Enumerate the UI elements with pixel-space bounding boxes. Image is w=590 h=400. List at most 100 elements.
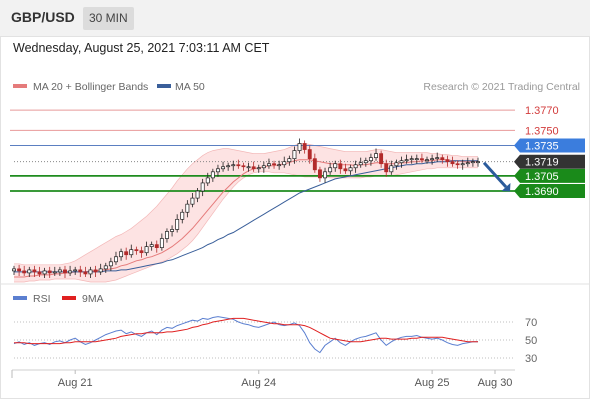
- support-label: 1.3690: [525, 186, 559, 198]
- candle: [358, 162, 363, 166]
- rsi-tick-label: 70: [525, 317, 537, 329]
- bollinger-upper-line: [14, 143, 478, 266]
- candle: [419, 158, 424, 161]
- support-label-tag: [514, 184, 585, 199]
- support-label-tag: [514, 168, 585, 183]
- candle: [353, 164, 358, 169]
- support-label: 1.3705: [525, 171, 559, 183]
- candle: [430, 158, 435, 161]
- current-label-tag: [514, 154, 585, 169]
- candle: [241, 165, 246, 168]
- x-tick-label: Aug 30: [478, 377, 513, 389]
- candle: [190, 197, 195, 205]
- candle: [333, 163, 338, 169]
- candle: [302, 143, 307, 150]
- rsi-ma-line: [14, 317, 478, 345]
- candle: [323, 171, 327, 179]
- candle: [312, 158, 317, 171]
- candle: [154, 244, 159, 248]
- candle: [425, 159, 429, 162]
- candle: [52, 271, 57, 274]
- candle: [297, 143, 302, 151]
- candle: [22, 270, 27, 274]
- rsi-legend-swatch: [13, 296, 27, 300]
- candle: [63, 269, 67, 274]
- ma20-legend-label: MA 20 + Bollinger Bands: [33, 81, 148, 93]
- candle: [317, 169, 322, 179]
- candle: [261, 165, 266, 169]
- instrument-title: GBP/USD: [11, 9, 75, 25]
- candle: [476, 161, 480, 164]
- pivot-label-tag: [514, 138, 585, 153]
- research-credit: Research © 2021 Trading Central: [423, 81, 580, 93]
- candle: [139, 250, 144, 254]
- rsi-legend-label: RSI: [33, 293, 51, 305]
- resistance-label: 1.3750: [525, 125, 559, 137]
- candle: [389, 165, 394, 173]
- rsi-panel: 70 50 30: [13, 316, 537, 365]
- candle: [175, 218, 180, 230]
- chart-header: GBP/USD 30 MIN: [0, 0, 590, 37]
- candle: [221, 166, 226, 170]
- candle: [348, 167, 353, 172]
- candle: [93, 269, 98, 273]
- candle: [409, 158, 414, 161]
- forecast-arrow: [482, 161, 508, 188]
- candle: [328, 167, 333, 173]
- candle: [343, 168, 348, 172]
- ma50-legend-label: MA 50: [175, 81, 205, 93]
- candle: [180, 211, 185, 220]
- chart-datetime: Wednesday, August 25, 2021 7:03:11 AM CE…: [13, 41, 270, 55]
- main-plot-area: [10, 109, 515, 283]
- candle: [287, 158, 292, 163]
- candle: [98, 268, 103, 273]
- candle: [251, 166, 256, 170]
- candle: [450, 161, 455, 165]
- candle: [88, 269, 93, 275]
- price-levels: 1.3770 1.3750 1.3735 1.3719 1.3705 1.3690: [514, 105, 585, 199]
- candle: [282, 161, 287, 166]
- candle: [134, 249, 139, 252]
- candle: [57, 269, 62, 273]
- candle: [103, 265, 108, 270]
- candle: [246, 166, 251, 169]
- resistance-label: 1.3770: [525, 105, 559, 117]
- candle: [210, 171, 215, 179]
- candle: [399, 160, 404, 164]
- candle: [384, 163, 389, 173]
- candle: [73, 269, 78, 272]
- bollinger-band: [14, 143, 478, 282]
- candle: [404, 159, 409, 162]
- candle: [363, 160, 368, 164]
- candle: [165, 231, 169, 239]
- candle: [338, 163, 343, 170]
- x-tick-label: Aug 21: [58, 377, 93, 389]
- candle: [256, 167, 261, 170]
- forecast-arrow-head: [501, 182, 511, 192]
- candle: [379, 153, 384, 165]
- timeframe-badge[interactable]: 30 MIN: [83, 7, 134, 30]
- candle: [292, 150, 297, 160]
- candle: [129, 249, 134, 256]
- candle: [78, 269, 83, 273]
- candle: [17, 268, 22, 272]
- current-label: 1.3719: [525, 157, 559, 169]
- candle: [12, 268, 16, 272]
- candle: [307, 149, 312, 160]
- candle: [226, 165, 231, 168]
- rsi-ma-legend-label: 9MA: [82, 293, 104, 305]
- candle: [32, 269, 37, 273]
- candle: [42, 270, 47, 275]
- candle: [236, 164, 241, 167]
- ma20-legend-swatch: [13, 84, 27, 88]
- candle: [37, 271, 42, 275]
- ma50-line: [14, 160, 478, 273]
- candle: [83, 271, 88, 275]
- x-axis: Aug 21 Aug 24 Aug 25 Aug 30: [11, 370, 513, 389]
- rsi-tick-label: 30: [525, 353, 537, 365]
- candle: [119, 251, 124, 258]
- candle: [27, 269, 32, 274]
- ma50-legend-swatch: [157, 84, 171, 88]
- candle: [185, 203, 190, 213]
- candle: [470, 161, 475, 164]
